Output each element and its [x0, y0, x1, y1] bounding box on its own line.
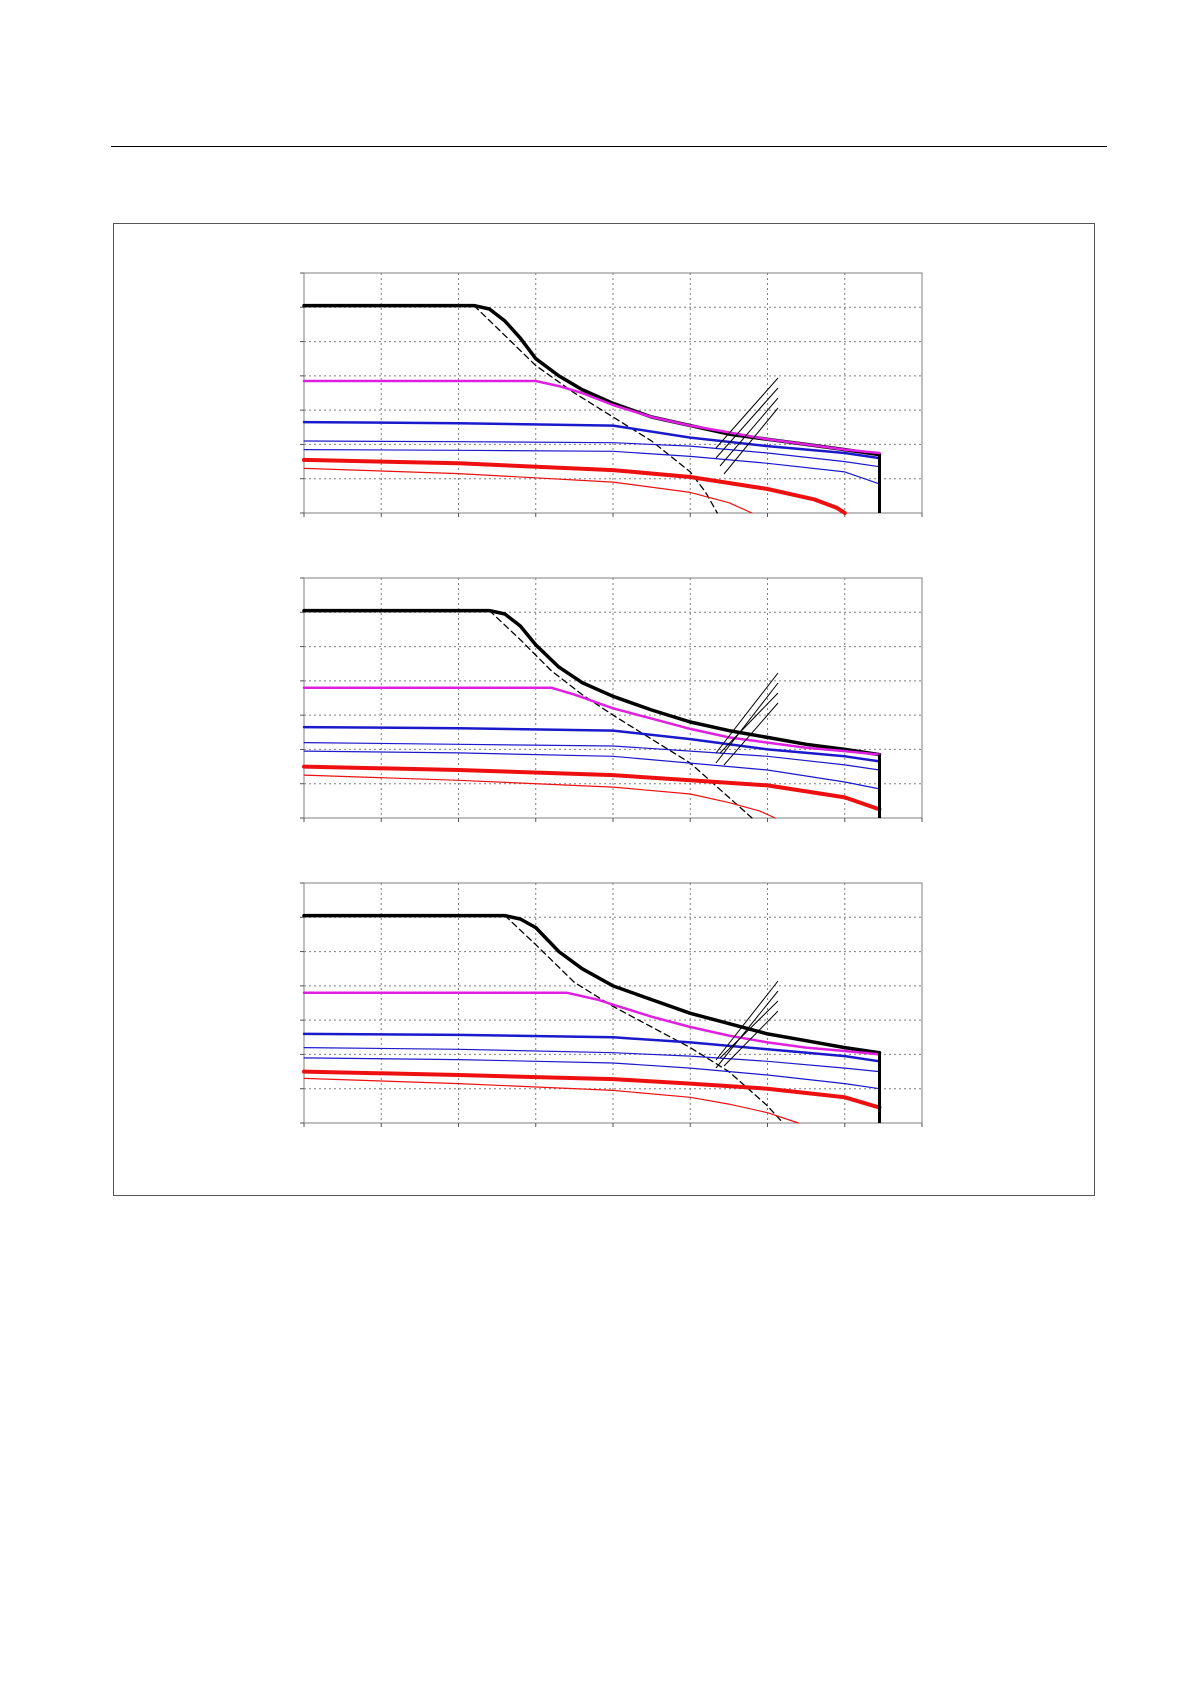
- callout-leader-line: [723, 702, 779, 766]
- callout-leader-line: [719, 1000, 779, 1059]
- series-line-6: [303, 750, 881, 790]
- series-line-5: [303, 741, 881, 771]
- series-line-5: [303, 1046, 881, 1073]
- series-line-3: [302, 686, 881, 756]
- callout-leader-line: [719, 397, 779, 467]
- series-line-7: [302, 764, 882, 812]
- series-line-6: [303, 449, 881, 485]
- series-line-2: [488, 609, 753, 819]
- callout-leader-line: [715, 387, 779, 459]
- chart-panel-1: [300, 272, 923, 517]
- series-line-3: [302, 379, 881, 455]
- series-line-1: [302, 913, 882, 1055]
- series-line-8: [303, 774, 776, 819]
- series-line-2: [504, 914, 784, 1124]
- series-line-6: [303, 1057, 881, 1090]
- series-line-2: [473, 304, 718, 514]
- callout-leader-line: [715, 377, 779, 449]
- series-line-8: [303, 1077, 800, 1124]
- series-line-5: [303, 440, 881, 468]
- figure-frame: [113, 223, 1095, 1196]
- callout-leader-line: [715, 682, 779, 764]
- callout-leader-line: [719, 692, 779, 754]
- callout-leader-line: [715, 990, 779, 1069]
- series-line-1: [302, 608, 882, 757]
- callout-leader-line: [723, 1010, 779, 1067]
- chart-panel-2: [300, 577, 923, 822]
- series-line-4: [302, 420, 881, 460]
- callout-leader-line: [723, 407, 779, 475]
- series-line-4: [302, 1032, 881, 1063]
- callout-leader-line: [715, 980, 779, 1061]
- series-line-7: [302, 457, 847, 515]
- series-line-7: [302, 1069, 882, 1110]
- header-rule: [111, 146, 1107, 147]
- series-line-4: [302, 725, 881, 763]
- series-line-8: [303, 467, 753, 514]
- series-line-3: [302, 991, 881, 1056]
- callout-leader-line: [715, 672, 779, 754]
- chart-panel-3: [300, 882, 923, 1127]
